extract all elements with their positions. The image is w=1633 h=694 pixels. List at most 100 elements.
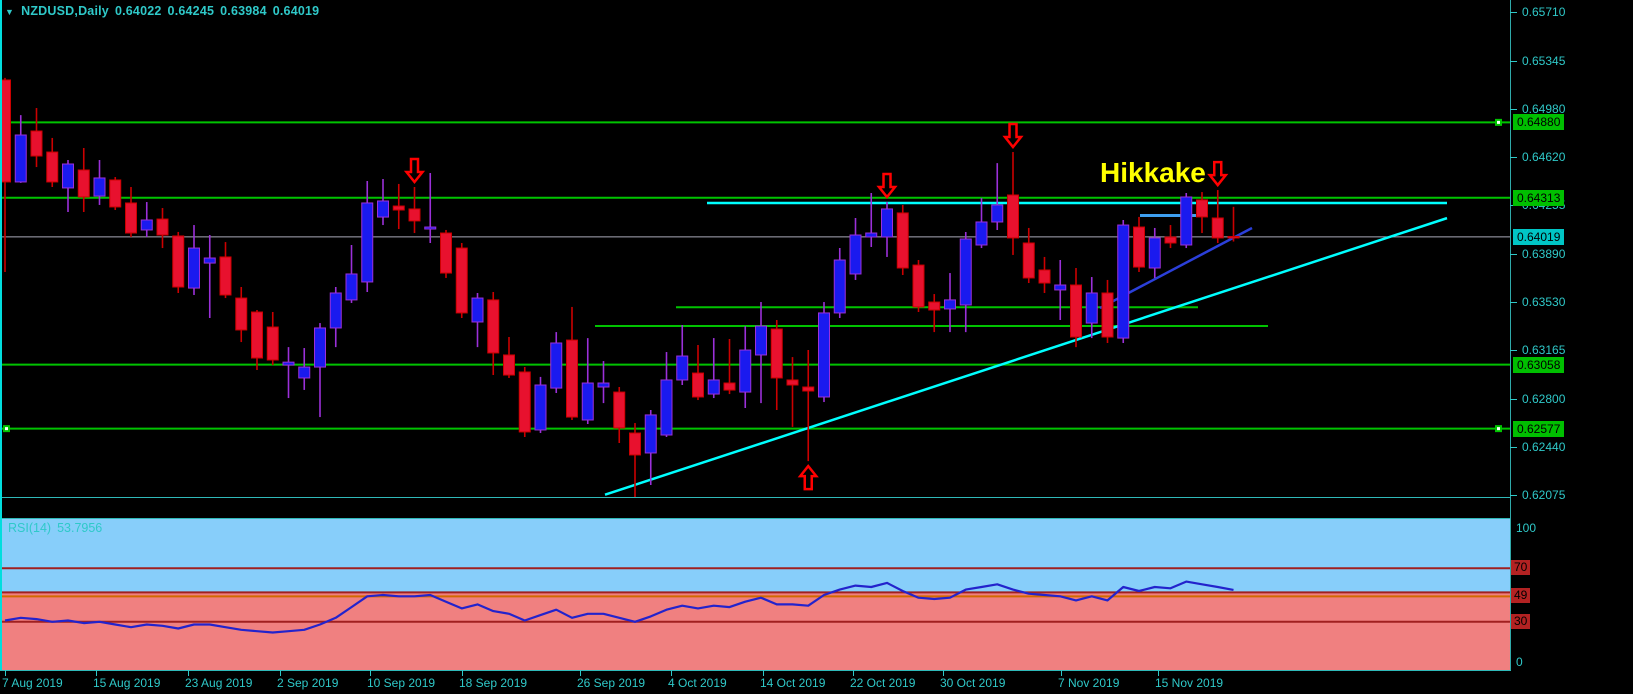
candlestick <box>550 332 563 393</box>
trendline[interactable] <box>604 216 1448 496</box>
price-tick-label: 0.62075 <box>1522 488 1566 502</box>
up-arrow-icon[interactable] <box>797 464 819 491</box>
date-tick-mark <box>671 670 672 676</box>
candle-body <box>660 379 673 436</box>
candle-body <box>928 301 941 311</box>
candle-body <box>1085 292 1098 324</box>
price-tick-label: 0.64620 <box>1522 150 1566 164</box>
candle-body <box>707 379 720 395</box>
down-arrow-icon[interactable] <box>403 157 426 185</box>
candle-body <box>1038 269 1051 284</box>
candle-body <box>1148 237 1161 269</box>
candlestick <box>613 387 626 443</box>
symbol-dropdown-icon[interactable]: ▼ <box>5 7 15 17</box>
date-tick-mark <box>853 670 854 676</box>
candlestick <box>282 347 295 399</box>
date-tick-mark <box>96 670 97 676</box>
date-tick-mark <box>370 670 371 676</box>
price-tick-mark <box>1510 12 1517 13</box>
price-tick-mark <box>1510 399 1517 400</box>
candle-body <box>408 208 421 222</box>
candle-body <box>597 382 610 388</box>
candle-body <box>503 354 515 376</box>
candle-body <box>770 328 783 379</box>
candlestick <box>944 273 956 333</box>
candlestick <box>172 231 185 293</box>
candlestick <box>597 361 610 404</box>
candle-body <box>203 257 216 264</box>
close-value: 0.64019 <box>272 4 320 18</box>
price-tick-label: 0.65710 <box>1522 5 1566 19</box>
candlestick <box>140 202 153 238</box>
symbol-period-label: NZDUSD,Daily <box>21 4 109 18</box>
rsi-axis-label-49: 49 <box>1511 588 1531 603</box>
price-tick-mark <box>1510 157 1517 158</box>
candlestick <box>46 137 59 188</box>
candle-body <box>377 200 389 218</box>
candlestick <box>392 183 405 230</box>
candle-body <box>14 134 27 183</box>
candlestick <box>1007 152 1019 255</box>
price-tick-label: 0.62800 <box>1522 392 1566 406</box>
candle-body <box>1070 284 1082 338</box>
candle-body <box>0 79 11 183</box>
candlestick <box>203 235 216 318</box>
candlestick <box>566 306 578 420</box>
candlestick <box>739 326 752 409</box>
candle-body <box>1180 196 1193 246</box>
chart-left-border <box>0 0 2 670</box>
candle-body <box>440 232 452 274</box>
price-tick-label: 0.63165 <box>1522 343 1566 357</box>
rsi-indicator-label: RSI(14) <box>8 521 52 535</box>
price-tick-label: 0.65345 <box>1522 54 1566 68</box>
rsi-axis-label-30: 30 <box>1511 614 1531 629</box>
rsi-pane-bottom-border <box>0 670 1511 671</box>
candle-body <box>1117 224 1130 339</box>
candle-body <box>140 219 153 231</box>
candlestick <box>723 339 736 395</box>
candle-body <box>219 256 232 296</box>
candlestick <box>487 292 500 376</box>
candle-body <box>818 312 830 398</box>
candlestick <box>503 337 515 378</box>
date-label: 7 Nov 2019 <box>1058 676 1120 690</box>
candle-body <box>644 414 657 454</box>
candle-body <box>282 361 295 366</box>
pane-splitter[interactable] <box>0 498 1511 518</box>
price-tick-label: 0.62440 <box>1522 440 1566 454</box>
candle-body <box>30 130 43 157</box>
candlestick <box>518 367 531 438</box>
price-tag-0.64880: 0.64880 <box>1513 114 1565 130</box>
candlestick <box>471 292 484 348</box>
candle-body <box>723 382 736 391</box>
down-arrow-icon[interactable] <box>1207 160 1229 188</box>
candlestick <box>424 173 437 243</box>
candle-body <box>188 247 200 289</box>
candlestick <box>912 260 925 313</box>
price-tick-mark <box>1510 495 1517 496</box>
candle-body <box>298 366 311 379</box>
rsi-pane-top-border <box>0 518 1511 519</box>
candlestick <box>109 177 122 211</box>
down-arrow-icon[interactable] <box>1002 122 1024 150</box>
date-label: 14 Oct 2019 <box>760 676 826 690</box>
candlestick <box>1101 279 1114 343</box>
candle-body <box>361 202 374 283</box>
date-label: 15 Aug 2019 <box>93 676 161 690</box>
candlestick <box>251 310 263 370</box>
candlestick <box>660 352 673 438</box>
candlestick <box>1117 219 1130 343</box>
down-arrow-icon[interactable] <box>876 172 898 200</box>
candlestick <box>1211 190 1224 243</box>
price-axis-border <box>1510 0 1511 670</box>
candlestick <box>1196 192 1208 234</box>
candlestick <box>329 287 342 348</box>
candlestick <box>881 202 893 257</box>
candle-body <box>896 212 909 269</box>
candle-body <box>991 204 1004 223</box>
candle-body <box>912 264 925 308</box>
candle-body <box>424 226 437 230</box>
hikkake-annotation[interactable]: Hikkake <box>1100 157 1206 188</box>
candle-body <box>156 218 169 236</box>
rsi-overbought-zone <box>0 519 1510 593</box>
